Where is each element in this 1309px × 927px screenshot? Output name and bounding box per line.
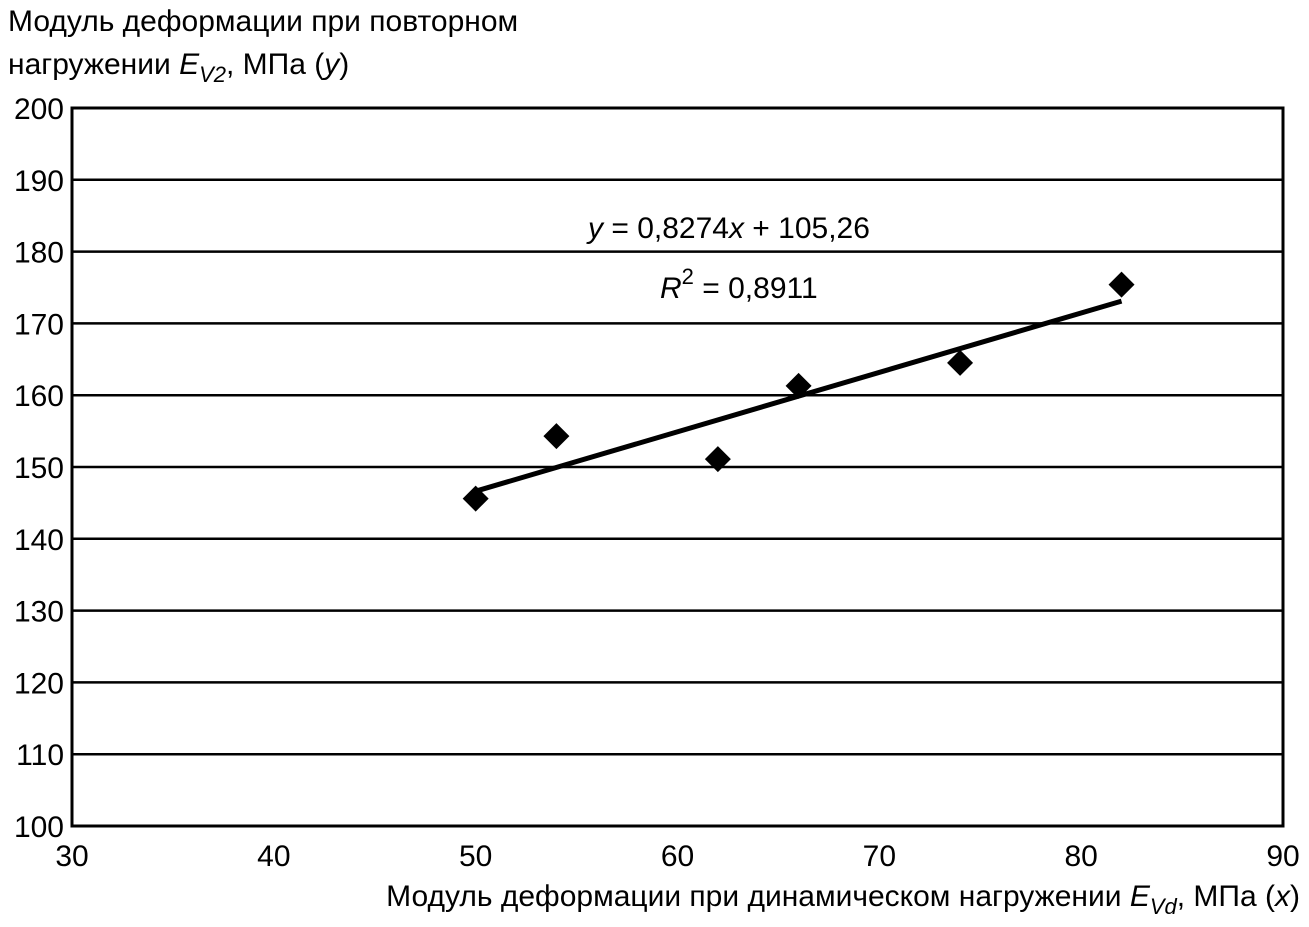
x-tick-30: 30 — [55, 840, 88, 873]
x-axis-title-sub: Vd — [1150, 894, 1178, 919]
r2-exp: 2 — [682, 264, 694, 289]
y-tick-150: 150 — [14, 452, 64, 485]
y-axis-title-prefix: нагружении — [8, 48, 179, 81]
y-tick-120: 120 — [14, 667, 64, 700]
y-tick-160: 160 — [14, 380, 64, 413]
y-tick-100: 100 — [14, 811, 64, 844]
x-tick-60: 60 — [661, 840, 694, 873]
x-tick-70: 70 — [863, 840, 896, 873]
y-axis-title-sub: V2 — [199, 62, 226, 87]
y-axis-title-close: ) — [339, 48, 349, 81]
y-tick-200: 200 — [14, 93, 64, 126]
data-point-1 — [462, 485, 489, 512]
r2-value: = 0,8911 — [694, 272, 818, 305]
x-tick-labels: 30 40 50 60 70 80 90 — [55, 840, 1299, 873]
equation-var-x: x — [727, 212, 745, 245]
x-axis-title-var: E — [1130, 880, 1151, 913]
y-axis-title-line1: Модуль деформации при повторном — [8, 5, 518, 38]
y-axis-title-var: E — [179, 48, 200, 81]
y-axis-title-line2: нагружении EV2, МПа (y) — [8, 48, 349, 87]
x-tick-80: 80 — [1064, 840, 1097, 873]
y-axis-title-paren-var: y — [322, 48, 341, 81]
data-point-3 — [704, 446, 731, 473]
y-tick-130: 130 — [14, 596, 64, 629]
r-squared-label: R2 = 0,8911 — [660, 264, 818, 305]
x-tick-50: 50 — [459, 840, 492, 873]
y-tick-180: 180 — [14, 237, 64, 270]
data-points — [462, 271, 1135, 512]
data-point-2 — [543, 423, 570, 450]
equation-mid: = 0,8274 — [603, 212, 729, 245]
x-axis-title-prefix: Модуль деформации при динамическом нагру… — [386, 880, 1130, 913]
y-tick-110: 110 — [16, 739, 64, 772]
equation-end: + 105,26 — [744, 212, 870, 245]
gridlines — [72, 178, 1283, 756]
x-axis-title-close: ) — [1290, 880, 1300, 913]
x-axis-title: Модуль деформации при динамическом нагру… — [386, 880, 1300, 919]
trendline-equation: y = 0,8274x + 105,26 — [586, 212, 870, 245]
y-tick-140: 140 — [14, 524, 64, 557]
x-tick-90: 90 — [1266, 840, 1299, 873]
x-axis-title-suffix: , МПа ( — [1177, 880, 1275, 913]
y-tick-190: 190 — [14, 165, 64, 198]
y-tick-170: 170 — [14, 308, 64, 341]
x-tick-40: 40 — [257, 840, 290, 873]
data-point-5 — [947, 349, 974, 376]
y-axis-title-suffix: , МПа ( — [226, 48, 324, 81]
data-point-4 — [785, 372, 812, 399]
plot-area-frame — [70, 106, 1285, 828]
y-tick-labels: 100 110 120 130 140 150 160 170 180 190 200 — [14, 93, 64, 844]
x-axis-title-paren-var: x — [1273, 880, 1291, 913]
r2-var: R — [660, 272, 682, 305]
data-point-6 — [1108, 271, 1135, 298]
equation-var-y: y — [586, 212, 605, 245]
